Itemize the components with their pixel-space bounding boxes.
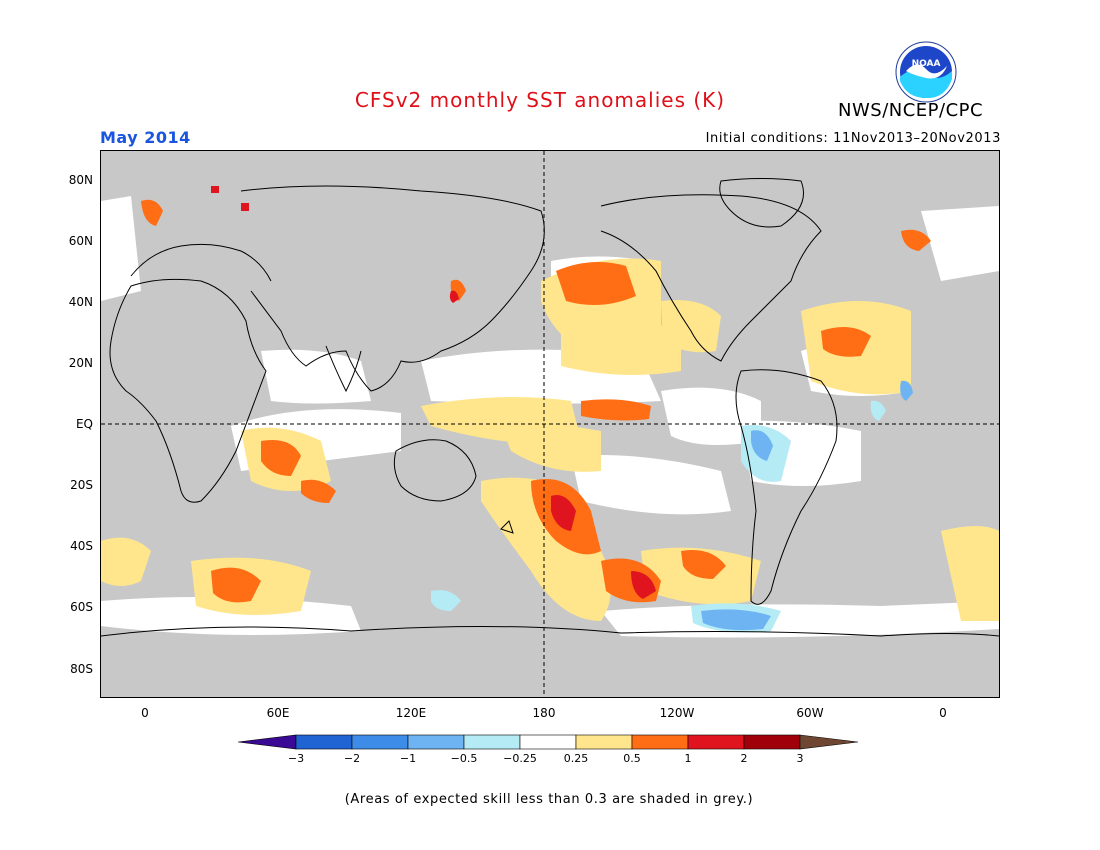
lat-label-60s: 60S xyxy=(70,600,93,614)
colorbar-segment xyxy=(295,734,353,750)
lat-label-20n: 20N xyxy=(68,356,93,370)
colorbar-label: −0.5 xyxy=(450,752,478,765)
agency-label: NWS/NCEP/CPC xyxy=(838,100,984,121)
anomaly-shading xyxy=(101,186,999,638)
colorbar-label: 3 xyxy=(796,752,804,765)
colorbar-segment xyxy=(351,734,409,750)
lon-label-0-east: 0 xyxy=(939,706,947,720)
lon-label-120e: 120E xyxy=(395,706,427,720)
valid-month-label: May 2014 xyxy=(100,128,191,147)
colorbar-label: 0.25 xyxy=(563,752,589,765)
lon-label-0: 0 xyxy=(141,706,149,720)
noaa-logo-text: NOAA xyxy=(912,59,941,69)
lon-label-60e: 60E xyxy=(266,706,290,720)
colorbar-segment xyxy=(519,734,577,750)
lat-label-80n: 80N xyxy=(68,173,93,187)
colorbar-label: −0.25 xyxy=(503,752,537,765)
colorbar-label: −1 xyxy=(399,752,417,765)
lon-label-60w: 60W xyxy=(796,706,824,720)
colorbar-label: 1 xyxy=(684,752,692,765)
lat-label-eq: EQ xyxy=(75,417,93,431)
lat-label-40s: 40S xyxy=(70,539,93,553)
colorbar-segment xyxy=(743,734,801,750)
colorbar-label: −2 xyxy=(343,752,361,765)
footnote: (Areas of expected skill less than 0.3 a… xyxy=(344,792,754,807)
reference-lines xyxy=(101,151,999,697)
colorbar-segment xyxy=(631,734,689,750)
colorbar-segment xyxy=(799,734,859,750)
lat-label-80s: 80S xyxy=(70,662,93,676)
initial-conditions-label: Initial conditions: 11Nov2013–20Nov2013 xyxy=(705,131,1001,146)
lon-label-180: 180 xyxy=(532,706,556,720)
lat-label-40n: 40N xyxy=(68,295,93,309)
noaa-logo-icon: NOAA xyxy=(895,41,957,103)
coastlines xyxy=(101,178,999,637)
colorbar-segment xyxy=(407,734,465,750)
colorbar-label: 0.5 xyxy=(623,752,641,765)
colorbar xyxy=(237,733,862,751)
colorbar-segment xyxy=(463,734,521,750)
colorbar-segment xyxy=(687,734,745,750)
chart-title: CFSv2 monthly SST anomalies (K) xyxy=(354,88,726,112)
lat-label-60n: 60N xyxy=(68,234,93,248)
sst-anomaly-map xyxy=(100,150,1000,698)
colorbar-label: −3 xyxy=(287,752,305,765)
colorbar-segment xyxy=(575,734,633,750)
lat-label-20s: 20S xyxy=(70,478,93,492)
colorbar-segment xyxy=(237,734,297,750)
lon-label-120w: 120W xyxy=(659,706,695,720)
colorbar-label: 2 xyxy=(740,752,748,765)
